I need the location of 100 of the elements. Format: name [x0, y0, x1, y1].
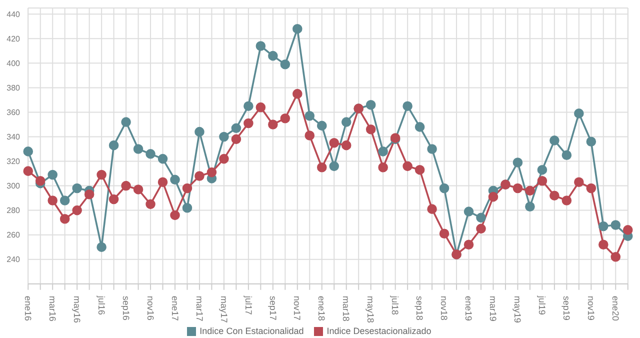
point	[244, 101, 254, 111]
point	[537, 164, 548, 175]
point	[219, 154, 229, 164]
point	[550, 136, 560, 146]
point	[194, 126, 204, 137]
x-tick-label: ene20	[610, 296, 620, 321]
point	[610, 252, 621, 262]
x-tick-label: ene19	[464, 296, 474, 321]
point	[292, 24, 302, 34]
point	[537, 176, 548, 186]
point	[427, 144, 437, 154]
point	[304, 111, 315, 121]
x-tick-label: jul18	[390, 294, 400, 315]
point	[268, 120, 278, 130]
point	[574, 108, 584, 118]
point	[23, 166, 34, 176]
y-tick-label: 240	[6, 255, 21, 264]
point	[146, 149, 156, 159]
point	[133, 144, 144, 154]
point	[414, 164, 425, 175]
x-tick-label: sep19	[562, 296, 572, 320]
point	[60, 196, 70, 206]
point	[256, 41, 266, 51]
point	[598, 221, 608, 232]
x-tick-label: ene18	[316, 296, 327, 321]
point	[574, 177, 584, 188]
point	[23, 146, 34, 156]
point	[488, 192, 498, 202]
x-tick-label: ene16	[22, 296, 33, 321]
point	[108, 194, 119, 204]
point	[96, 242, 106, 252]
point	[194, 171, 204, 181]
x-tick-label: nov19	[586, 296, 596, 320]
point	[562, 196, 572, 206]
x-tick-label: sep18	[414, 296, 425, 320]
x-tick-label: jul17	[243, 294, 254, 315]
point	[316, 162, 327, 172]
point	[476, 212, 486, 223]
point	[329, 138, 340, 148]
x-tick-label: mar16	[47, 296, 58, 322]
point	[206, 167, 217, 178]
point	[72, 205, 82, 216]
point	[268, 50, 278, 61]
point	[60, 214, 70, 224]
point	[231, 123, 242, 134]
point	[329, 161, 340, 172]
point	[476, 224, 486, 234]
point	[378, 146, 388, 156]
point	[48, 196, 58, 206]
point	[366, 100, 376, 110]
point	[219, 132, 229, 142]
point	[366, 124, 376, 134]
legend-label: Indice Desestacionalizado	[326, 326, 432, 336]
point	[402, 101, 412, 111]
point	[598, 240, 608, 250]
point	[280, 60, 290, 70]
point	[439, 228, 450, 239]
x-tick-label: may17	[218, 296, 229, 323]
x-tick-label: mar19	[488, 296, 498, 322]
x-tick-label: jul16	[96, 294, 106, 315]
point	[304, 130, 315, 140]
point	[512, 183, 523, 194]
x-tick-label: sep17	[268, 296, 278, 320]
y-tick-label: 320	[6, 157, 21, 166]
point	[146, 199, 156, 210]
x-tick-label: mar18	[341, 296, 352, 322]
y-tick-label: 380	[6, 84, 21, 93]
point	[622, 225, 633, 235]
x-tick-label: jul19	[537, 294, 548, 315]
point	[35, 176, 46, 186]
point	[525, 186, 535, 196]
y-tick-label: 340	[6, 132, 21, 142]
point	[512, 158, 523, 168]
point	[525, 202, 535, 212]
x-tick-label: sep16	[120, 296, 131, 320]
y-tick-label: 420	[6, 34, 21, 44]
point	[182, 183, 192, 194]
point	[550, 190, 560, 200]
point	[121, 117, 131, 127]
point	[464, 206, 474, 216]
x-tick-label: may19	[512, 296, 523, 323]
x-tick-label: nov17	[292, 296, 302, 320]
point	[182, 202, 192, 213]
point	[170, 174, 180, 185]
point	[414, 122, 425, 132]
point	[244, 118, 254, 128]
y-tick-label: 260	[6, 230, 21, 240]
y-tick-label: 400	[6, 59, 21, 68]
point	[121, 180, 131, 191]
point	[133, 184, 144, 194]
point	[280, 113, 290, 124]
x-tick-label: mar17	[194, 296, 204, 322]
point	[341, 140, 352, 150]
x-tick-label: may18	[366, 296, 376, 323]
point	[378, 162, 388, 172]
y-tick-label: 440	[6, 10, 21, 19]
y-tick-label: 300	[6, 182, 21, 191]
point	[292, 88, 302, 99]
point	[231, 134, 242, 144]
y-tick-label: 360	[6, 108, 21, 118]
